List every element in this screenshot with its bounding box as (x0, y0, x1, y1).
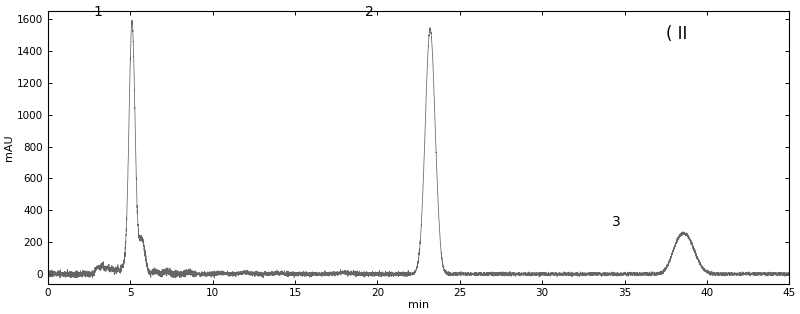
Text: 2: 2 (365, 5, 374, 19)
Text: ( II: ( II (666, 25, 687, 43)
Text: 3: 3 (612, 214, 621, 229)
Text: 1: 1 (93, 5, 102, 19)
Y-axis label: mAU: mAU (4, 134, 14, 161)
X-axis label: min: min (408, 300, 429, 310)
